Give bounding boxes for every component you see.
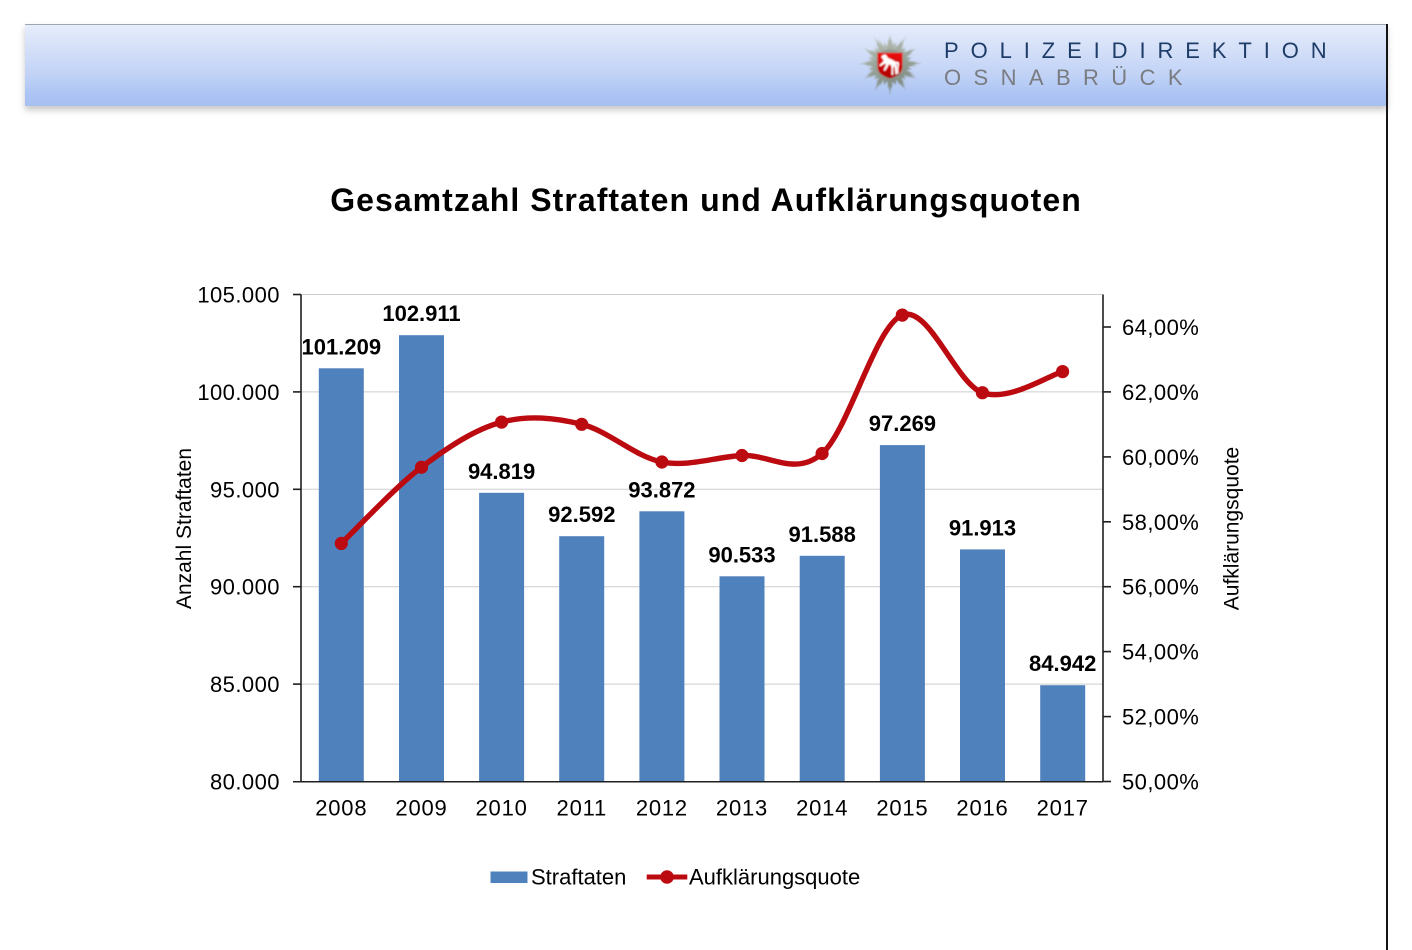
svg-text:85.000: 85.000 (210, 672, 280, 697)
svg-text:Aufklärungsquote: Aufklärungsquote (689, 865, 860, 890)
svg-text:80.000: 80.000 (210, 770, 280, 795)
svg-text:52,00%: 52,00% (1122, 705, 1199, 730)
svg-text:92.592: 92.592 (548, 502, 615, 527)
svg-text:91.913: 91.913 (949, 515, 1016, 540)
svg-text:2014: 2014 (796, 796, 848, 821)
svg-text:2010: 2010 (476, 796, 528, 821)
svg-text:50,00%: 50,00% (1122, 770, 1199, 795)
svg-text:Anzahl Straftaten: Anzahl Straftaten (173, 448, 196, 609)
svg-text:91.588: 91.588 (789, 522, 856, 547)
svg-text:95.000: 95.000 (210, 477, 280, 502)
svg-text:2012: 2012 (636, 796, 688, 821)
svg-text:2016: 2016 (956, 796, 1008, 821)
svg-text:101.209: 101.209 (302, 334, 382, 359)
svg-text:2008: 2008 (315, 796, 367, 821)
svg-text:102.911: 102.911 (382, 301, 460, 326)
svg-text:Aufklärungsquote: Aufklärungsquote (1221, 447, 1244, 610)
svg-text:93.872: 93.872 (628, 477, 695, 502)
svg-text:2015: 2015 (876, 796, 928, 821)
svg-text:64,00%: 64,00% (1122, 315, 1199, 340)
svg-text:56,00%: 56,00% (1122, 575, 1199, 600)
svg-text:Straftaten: Straftaten (531, 865, 626, 890)
svg-text:2011: 2011 (557, 796, 608, 821)
svg-text:90.000: 90.000 (210, 575, 280, 600)
svg-text:105.000: 105.000 (197, 283, 280, 308)
svg-text:2009: 2009 (395, 796, 447, 821)
svg-text:2013: 2013 (716, 796, 768, 821)
svg-text:97.269: 97.269 (869, 411, 936, 436)
svg-text:84.942: 84.942 (1029, 651, 1096, 676)
svg-text:100.000: 100.000 (197, 380, 280, 405)
svg-text:94.819: 94.819 (468, 459, 535, 484)
svg-text:54,00%: 54,00% (1122, 640, 1199, 665)
svg-text:62,00%: 62,00% (1122, 380, 1199, 405)
svg-text:58,00%: 58,00% (1122, 510, 1199, 535)
svg-text:2017: 2017 (1037, 796, 1089, 821)
svg-text:90.533: 90.533 (708, 542, 775, 567)
svg-text:60,00%: 60,00% (1122, 445, 1199, 470)
